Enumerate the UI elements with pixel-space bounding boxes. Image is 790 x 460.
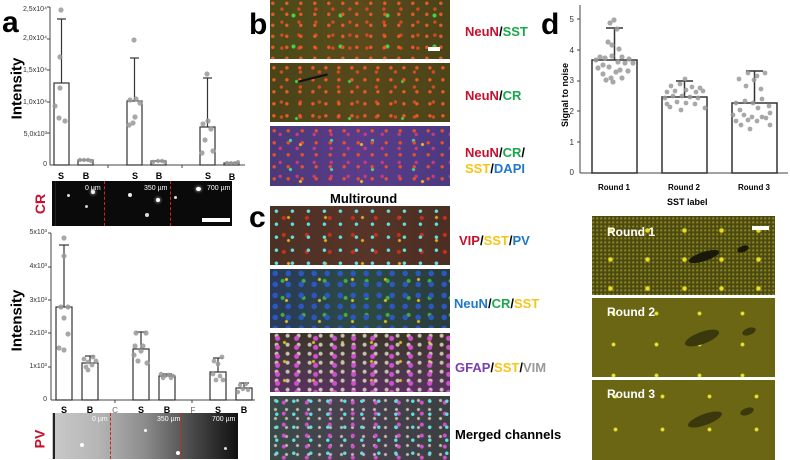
panel-c-letter: c (249, 201, 266, 234)
xcat-label: B (82, 171, 90, 181)
xcat-label: F (190, 406, 196, 415)
c-image-neun-cr-sst (270, 269, 450, 328)
cr-bars-svg (47, 6, 245, 168)
ytick: 5 (569, 15, 574, 24)
xcat-label: C (112, 406, 118, 415)
cr-microscopy-strip: 0 µm 350 µm 700 µm (52, 181, 232, 226)
b-label-row-3: NeuN/CR/ SST/DAPI (465, 145, 525, 176)
b-image-neun-sst (270, 0, 450, 59)
snr-bars-svg (577, 5, 788, 174)
ytick: 2,0x10⁴ (22, 35, 47, 42)
round-1-label: Round 1 (607, 225, 655, 239)
xcat-label: S (60, 405, 67, 415)
b-label-row-2: NeuN/CR (465, 88, 522, 103)
ytick: 2x10³ (29, 330, 47, 337)
ytick: 1 (569, 138, 574, 147)
ytick: 5x10³ (29, 229, 47, 236)
xcat-label: Round 1 (598, 183, 630, 192)
round-3-label: Round 3 (607, 387, 655, 401)
xcat-label: Round 2 (668, 183, 700, 192)
xcat-label: Round 3 (738, 183, 770, 192)
strip-position-350: 350 µm (157, 416, 181, 423)
strip-position-0: 0 µm (92, 416, 108, 423)
pv-strip-label: PV (31, 429, 48, 449)
round-2-image: Round 2 (592, 298, 775, 377)
ytick: 0 (43, 161, 47, 168)
ytick: 2,5x10⁴ (22, 6, 47, 13)
ytick: 2 (569, 107, 574, 116)
c-label-row-4: Merged channels (455, 427, 562, 442)
xcat-label: S (131, 171, 138, 181)
ytick: 0 (569, 168, 574, 177)
xcat-label: S (204, 171, 211, 181)
ytick: 1,0x10⁴ (22, 99, 47, 106)
ytick: 4x10³ (29, 263, 47, 270)
b-label-row-1: NeuN/SST (465, 24, 528, 39)
b-image-neun-cr (270, 63, 450, 122)
snr-chart-xlabel: SST label (667, 197, 708, 207)
xcat-label: B (228, 172, 236, 182)
c-title: Multiround (330, 191, 398, 206)
xcat-label: S (214, 405, 221, 415)
panel-d-letter: d (541, 8, 560, 41)
ytick: 5,0x10³ (23, 131, 47, 138)
c-label-row-1: VIP/SST/PV (459, 233, 530, 248)
scale-bar (428, 47, 440, 51)
c-image-vip-sst-pv (270, 206, 450, 265)
xcat-label: B (155, 171, 163, 181)
round-3-image: Round 3 (592, 380, 775, 460)
cr-strip-label: CR (32, 193, 49, 215)
pv-microscopy-strip: 0 µm 350 µm 700 µm (52, 413, 238, 459)
b-image-merged (270, 126, 450, 186)
xcat-label: B (163, 405, 171, 415)
pv-bars-svg (48, 232, 255, 403)
panel-b-letter: b (249, 8, 268, 41)
ytick: 1,5x10⁴ (22, 67, 47, 74)
c-label-row-3: GFAP/SST/VIM (455, 360, 547, 375)
xcat-label: S (57, 171, 64, 181)
ytick: 3 (569, 76, 574, 85)
ytick: 3x10³ (29, 297, 47, 304)
strip-position-350: 350 µm (144, 185, 168, 192)
xcat-label: B (240, 405, 248, 415)
c-image-gfap-sst-vim (270, 333, 450, 392)
strip-position-700: 700 µm (207, 185, 231, 192)
xcat-label: B (86, 405, 94, 415)
strip-position-0: 0 µm (85, 185, 101, 192)
xcat-label: S (137, 405, 144, 415)
c-image-merged (270, 396, 450, 460)
scale-bar (752, 226, 769, 230)
ytick: 4 (569, 46, 574, 55)
ytick: 1x10³ (29, 363, 47, 370)
panel-a-letter: a (2, 6, 19, 39)
scale-bar (202, 218, 230, 222)
strip-position-700: 700 µm (212, 416, 236, 423)
ytick: 0 (43, 396, 47, 403)
round-1-image: Round 1 (592, 216, 775, 295)
round-2-label: Round 2 (607, 305, 655, 319)
c-label-row-2: NeuN/CR/SST (454, 296, 540, 311)
